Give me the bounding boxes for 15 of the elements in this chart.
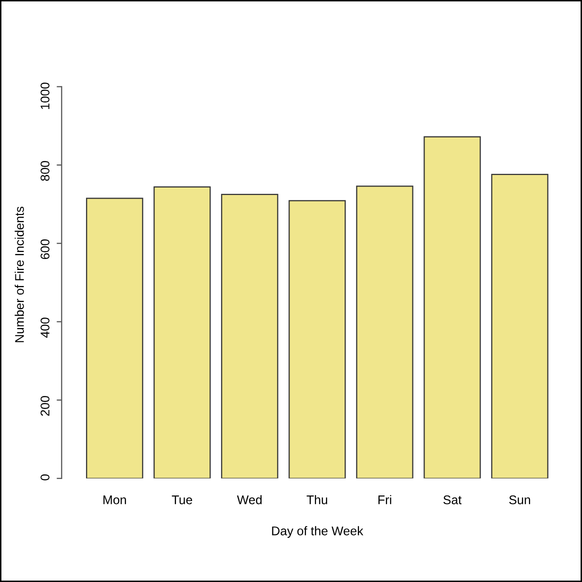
x-tick-label: Sat [443,495,462,504]
y-tick-label: 400 [40,318,50,338]
y-tick-label: 600 [40,239,50,260]
y-tick-label: 0 [40,474,50,480]
x-tick-label: Fri [378,495,392,504]
x-axis-title: Day of the Week [272,526,364,538]
x-tick-label: Sun [509,495,530,504]
y-tick-label: 1000 [40,82,50,109]
y-tick-label: 200 [40,396,50,416]
x-tick-label: Thu [306,495,328,504]
y-tick-label: 800 [40,160,50,181]
x-tick-label: Tue [172,496,192,504]
x-tick-label: Mon [103,496,126,504]
y-axis-title: Number of Fire Incidents [14,206,24,342]
x-tick-label: Wed [236,495,262,504]
